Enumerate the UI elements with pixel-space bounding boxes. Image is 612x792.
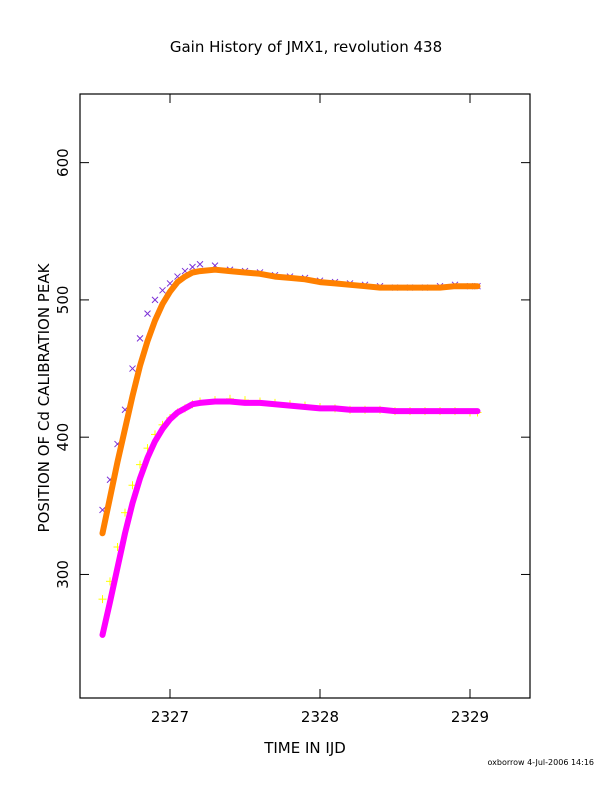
data-series	[98, 260, 482, 638]
y-axis-label: POSITION OF Cd CALIBRATION PEAK	[35, 263, 53, 533]
chart-title: Gain History of JMX1, revolution 438	[169, 38, 443, 56]
fit-curve	[99, 266, 481, 537]
x-tick-label: 2329	[451, 708, 489, 726]
scatter-point	[136, 334, 144, 342]
fit-curve	[99, 398, 481, 638]
x-tick-label: 2328	[301, 708, 339, 726]
y-tick-label: 300	[54, 560, 72, 589]
plot-frame	[79, 93, 531, 699]
y-tick-label: 400	[54, 423, 72, 452]
scatter-point	[129, 365, 136, 372]
scatter-point	[151, 296, 159, 304]
x-tick-label: 2327	[151, 708, 189, 726]
x-axis-label: TIME IN IJD	[264, 739, 346, 757]
scatter-point	[144, 310, 151, 317]
footer-stamp: oxborrow 4-Jul-2006 14:16	[487, 758, 594, 767]
scatter-point	[98, 595, 107, 604]
scatter-point	[159, 286, 166, 294]
y-tick-label: 500	[54, 286, 72, 315]
scatter-point	[196, 260, 204, 268]
scatter-point	[189, 263, 196, 271]
y-tick-label: 600	[54, 148, 72, 177]
axis-ticks: 2327 2328 2329 300 400 500 600	[54, 94, 530, 726]
